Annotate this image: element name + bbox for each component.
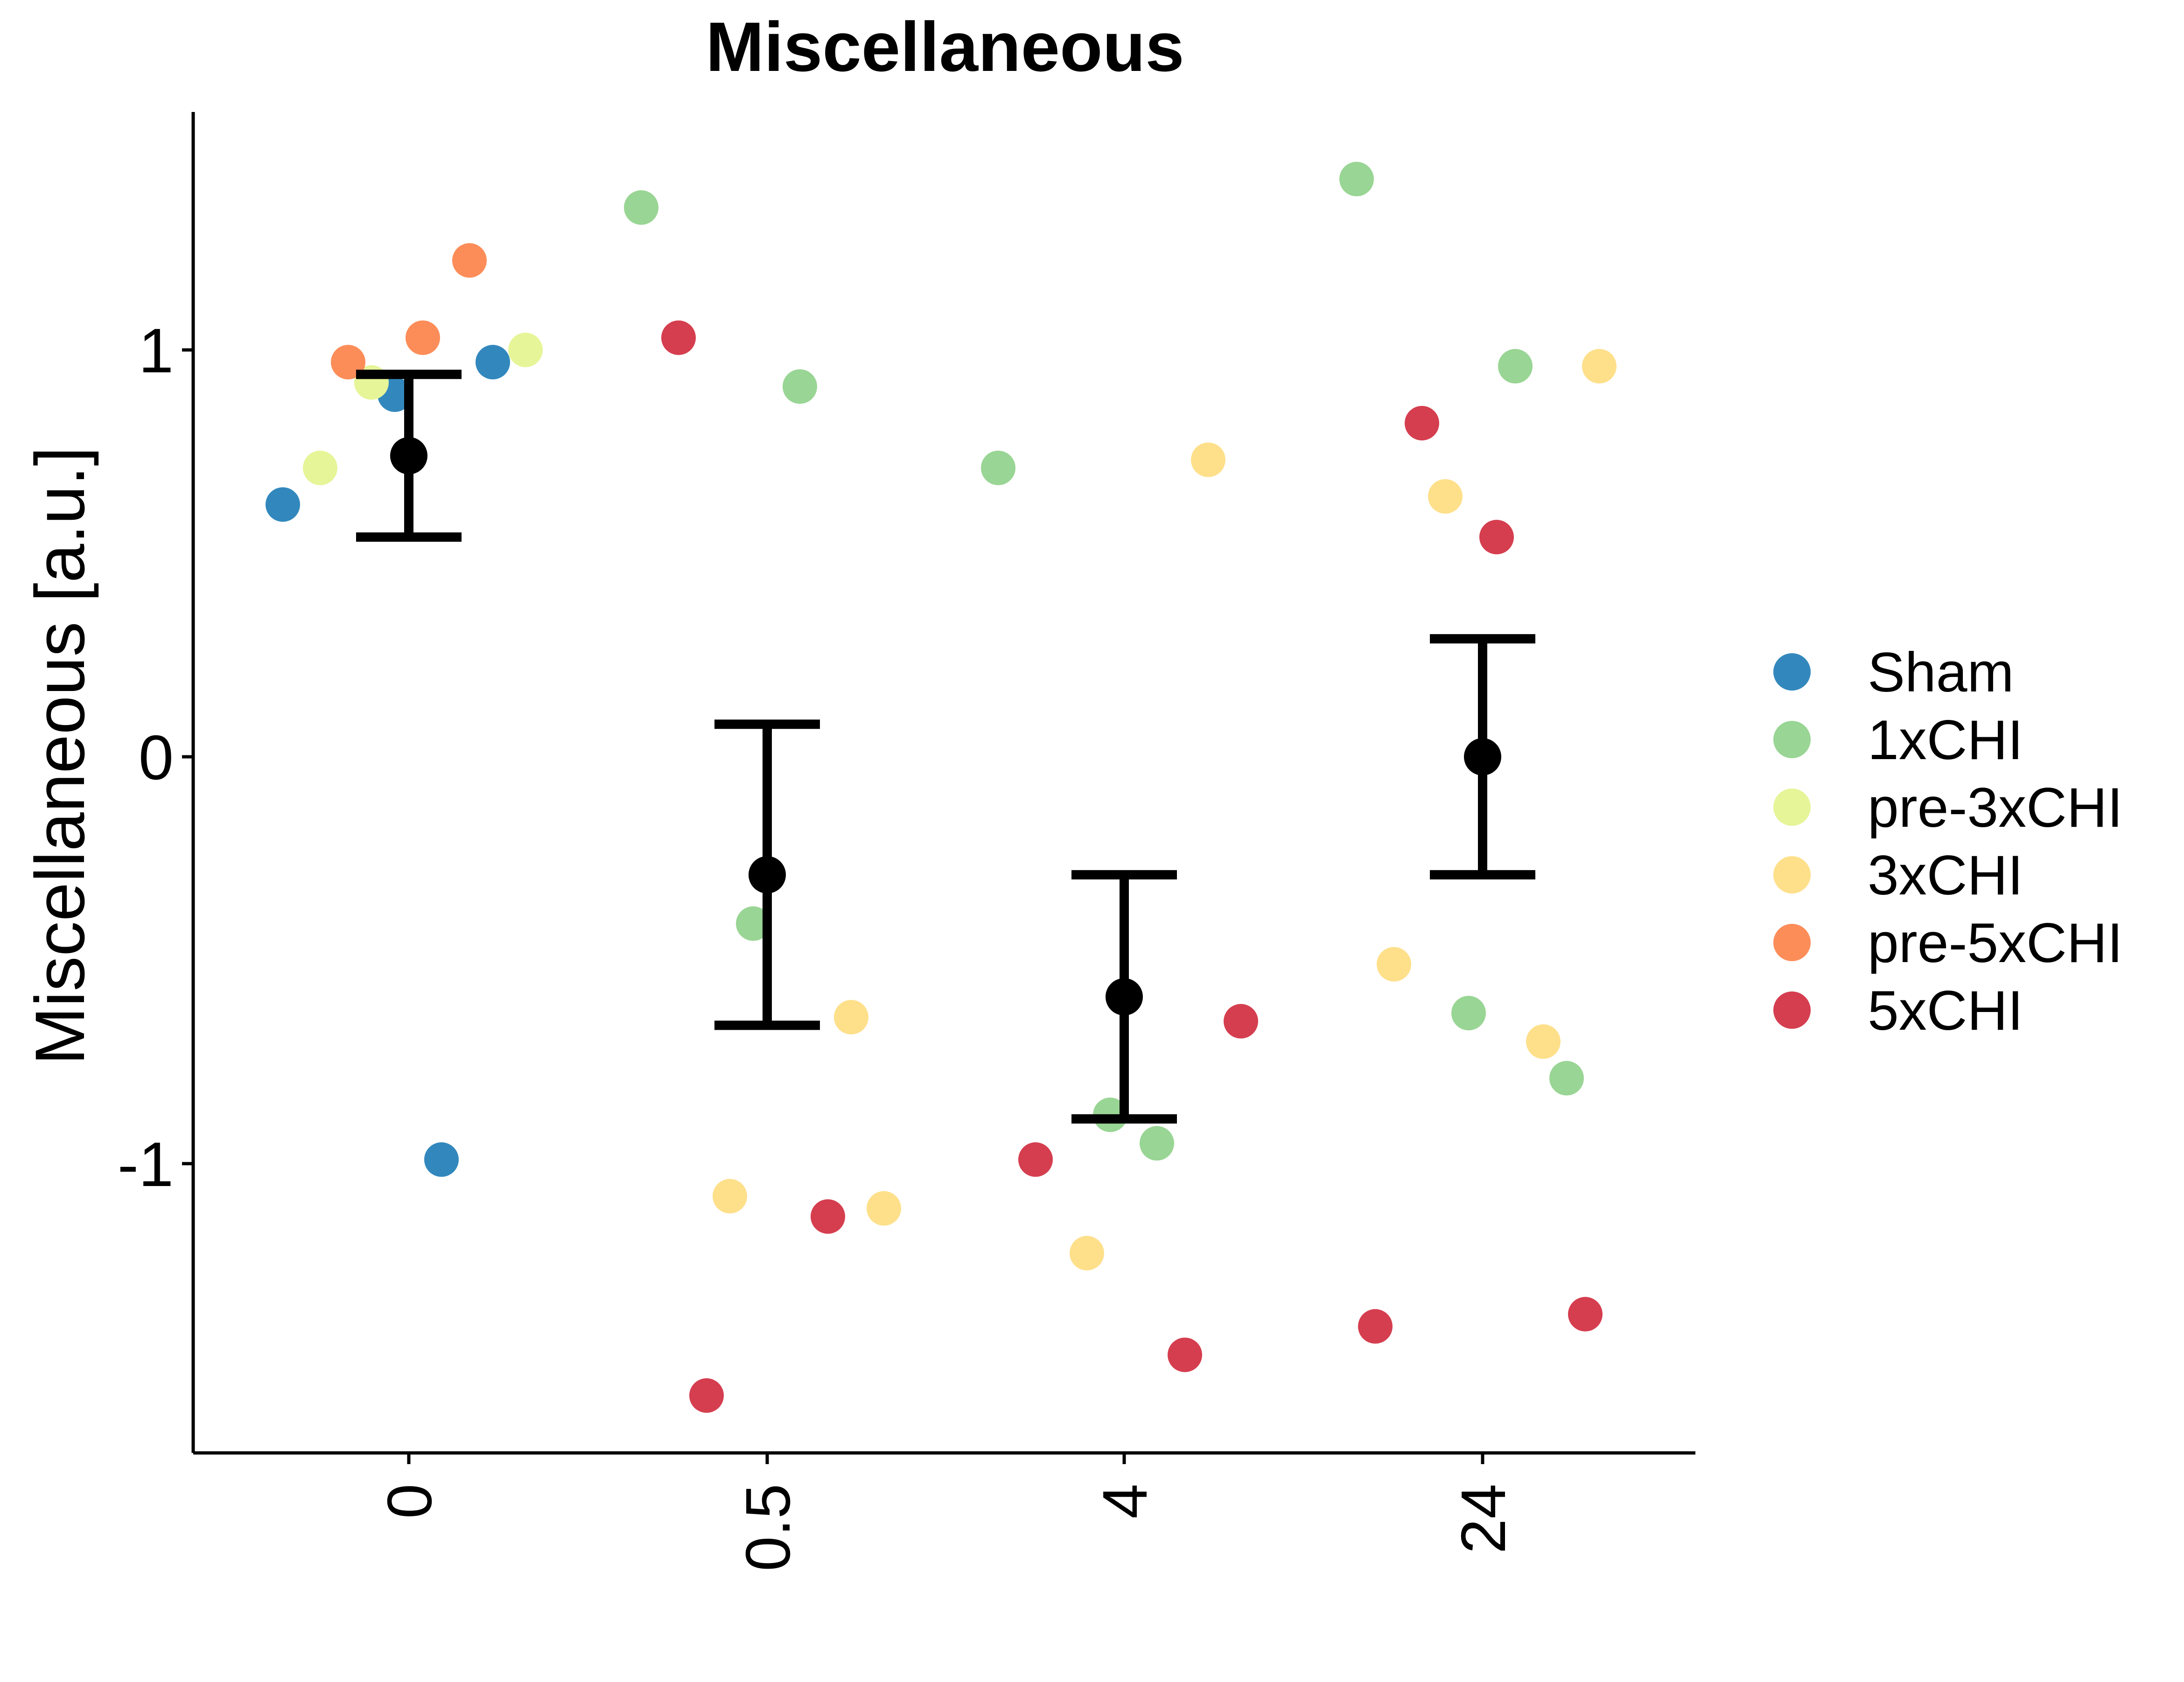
legend-label: 5xCHI xyxy=(1868,979,2023,1042)
data-point xyxy=(1168,1337,1202,1372)
y-tick-label: 0 xyxy=(139,722,174,793)
data-point xyxy=(1428,479,1463,514)
x-tick-label: 0 xyxy=(374,1484,445,1519)
data-point xyxy=(452,243,487,278)
data-point xyxy=(1377,947,1411,982)
legend-item: 1xCHI xyxy=(1773,709,2023,771)
data-point xyxy=(266,487,300,522)
data-point xyxy=(713,1179,747,1214)
mean-point xyxy=(749,856,786,893)
error-bar xyxy=(356,370,462,542)
legend-label: Sham xyxy=(1868,641,2014,704)
data-point xyxy=(508,333,543,367)
data-point xyxy=(1526,1024,1561,1059)
data-point xyxy=(1224,1004,1258,1039)
x-axis-ticks: 0 0.5 4 24 xyxy=(374,1453,1519,1571)
data-point xyxy=(476,345,510,380)
legend-label: pre-5xCHI xyxy=(1868,912,2123,974)
data-point xyxy=(303,450,337,485)
legend-item: 5xCHI xyxy=(1773,979,2023,1042)
data-point xyxy=(1405,405,1439,440)
legend-key xyxy=(1773,991,1811,1029)
data-point xyxy=(736,906,770,941)
data-point xyxy=(661,320,696,355)
data-point xyxy=(689,1378,724,1413)
data-point xyxy=(1339,161,1374,196)
data-point xyxy=(1191,442,1225,477)
y-axis-title: Miscellaneous [a.u.] xyxy=(21,447,99,1065)
legend-label: 1xCHI xyxy=(1868,709,2023,771)
mean-point xyxy=(1106,978,1143,1016)
data-point xyxy=(1070,1235,1104,1270)
data-point xyxy=(1018,1142,1053,1177)
legend-item: pre-3xCHI xyxy=(1773,776,2123,839)
legend-item: Sham xyxy=(1773,641,2014,704)
data-point xyxy=(811,1199,845,1234)
data-point xyxy=(834,1000,868,1035)
data-point xyxy=(1358,1309,1393,1344)
legend-key xyxy=(1773,789,1811,826)
error-bar xyxy=(714,719,820,1030)
data-point xyxy=(783,369,817,404)
x-tick-label: 4 xyxy=(1090,1484,1160,1519)
error-bar xyxy=(1430,634,1535,879)
data-point xyxy=(1549,1061,1584,1096)
error-bar xyxy=(1071,870,1177,1124)
mean-error-bars xyxy=(356,370,1535,1124)
axes xyxy=(191,112,1695,1455)
legend-label: 3xCHI xyxy=(1868,844,2023,907)
data-point xyxy=(981,450,1015,485)
legend-key xyxy=(1773,653,1811,691)
mean-point xyxy=(1464,738,1501,775)
legend-key xyxy=(1773,721,1811,758)
data-point xyxy=(867,1191,901,1226)
data-points xyxy=(266,161,1617,1413)
data-point xyxy=(406,320,440,355)
legend-key xyxy=(1773,856,1811,893)
x-tick-label: 24 xyxy=(1448,1484,1519,1554)
data-point xyxy=(624,190,658,225)
y-tick-label: 1 xyxy=(139,315,174,386)
data-point xyxy=(424,1142,459,1177)
mean-point xyxy=(390,437,427,475)
chart-title: Miscellaneous xyxy=(706,7,1184,86)
data-point xyxy=(1140,1126,1174,1161)
legend-item: 3xCHI xyxy=(1773,844,2023,907)
legend-item: pre-5xCHI xyxy=(1773,912,2123,974)
x-tick-label: 0.5 xyxy=(733,1484,803,1571)
data-point xyxy=(1479,520,1514,555)
y-axis-ticks: 1 0 -1 xyxy=(118,315,193,1200)
legend-label: pre-3xCHI xyxy=(1868,776,2123,839)
y-tick-label: -1 xyxy=(118,1129,174,1200)
data-point xyxy=(1451,996,1486,1031)
data-point xyxy=(1568,1297,1603,1332)
data-point xyxy=(1498,349,1533,384)
legend-key xyxy=(1773,924,1811,961)
data-point xyxy=(1582,349,1617,384)
